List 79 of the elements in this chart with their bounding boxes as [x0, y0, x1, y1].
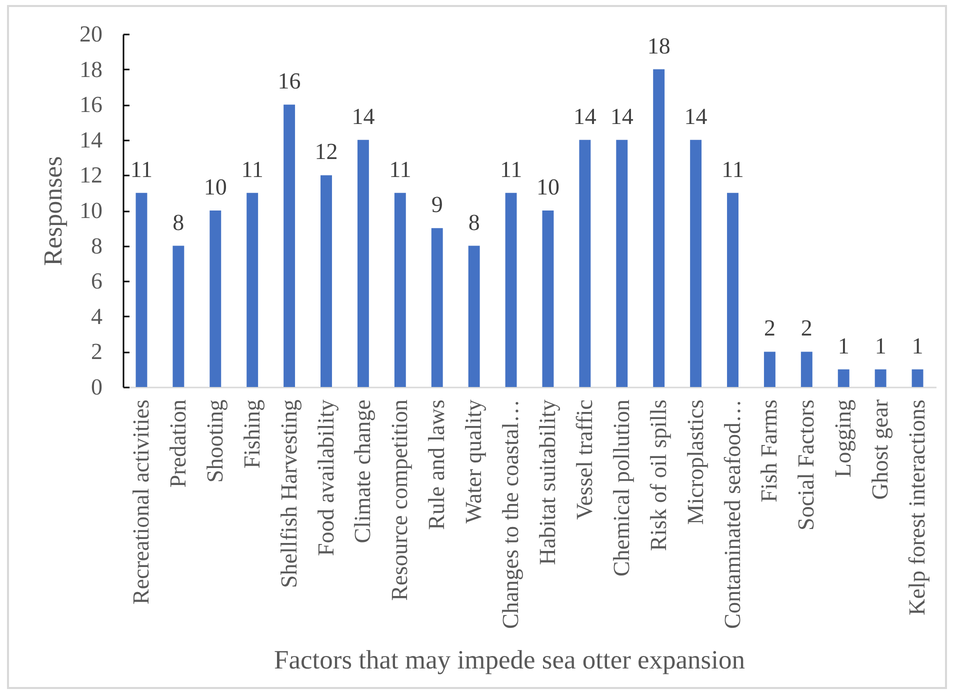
bar: [394, 192, 406, 387]
x-axis-title: Factors that may impede sea otter expansion: [274, 644, 745, 674]
bar: [431, 228, 443, 387]
data-label: 18: [647, 33, 670, 58]
x-tick-label: Ghost gear: [868, 399, 893, 500]
bar: [284, 104, 296, 387]
bar: [838, 369, 850, 387]
y-tick-label: 8: [91, 233, 102, 258]
x-tick-label: Habitat suitability: [534, 399, 560, 565]
x-tick-label: Social Factors: [794, 399, 819, 530]
x-tick-label: Microplastics: [682, 399, 708, 525]
x-tick-label: Logging: [830, 399, 856, 478]
bar: [468, 246, 480, 387]
bar: [172, 246, 184, 387]
x-tick-label: Contaminated seafood…: [720, 400, 745, 629]
bar: [616, 140, 628, 387]
bar: [727, 192, 738, 387]
x-tick-label: Rule and laws: [424, 399, 450, 530]
data-label: 11: [722, 156, 744, 182]
data-label: 8: [468, 210, 480, 235]
y-tick-label: 14: [80, 127, 103, 152]
bar: [690, 140, 702, 387]
data-label: 16: [278, 68, 301, 94]
data-label: 12: [314, 139, 338, 164]
x-tick-label: Changes to the coastal…: [498, 400, 524, 629]
x-tick-label: Climate change: [350, 400, 376, 544]
data-label: 1: [912, 333, 924, 358]
x-tick-label: Shooting: [202, 399, 228, 483]
x-tick-label: Kelp forest interactions: [904, 399, 930, 616]
data-label: 11: [241, 156, 264, 182]
bar: [320, 175, 332, 387]
x-tick-label: Food availability: [313, 399, 338, 556]
x-tick-label: Risk of oil spills: [646, 399, 671, 551]
x-tick-label: Water quality: [461, 399, 486, 524]
y-tick-label: 20: [80, 22, 102, 46]
data-label: 1: [874, 333, 886, 358]
data-label: 2: [800, 316, 812, 341]
bar: [653, 69, 665, 387]
data-label: 14: [610, 104, 634, 129]
bar: [246, 192, 258, 387]
data-label: 2: [764, 316, 776, 341]
y-tick-label: 4: [91, 304, 103, 329]
x-tick-label: Chemical pollution: [608, 399, 634, 576]
bar: [874, 369, 886, 387]
y-tick-label: 12: [80, 162, 102, 188]
data-label: 1: [838, 333, 850, 358]
y-tick-label: 16: [80, 92, 102, 118]
data-label: 11: [130, 156, 153, 182]
bar: [136, 192, 148, 387]
data-label: 9: [431, 192, 443, 218]
data-label: 14: [352, 104, 376, 129]
data-label: 8: [172, 210, 184, 235]
x-tick-label: Recreational activities: [128, 399, 154, 604]
data-label: 11: [389, 156, 412, 182]
data-label: 14: [573, 104, 597, 129]
data-label: 10: [536, 174, 560, 200]
data-label: 14: [684, 104, 708, 129]
bar: [579, 140, 591, 387]
bar: [210, 210, 222, 387]
bar: [542, 210, 554, 387]
bar: [357, 140, 369, 387]
x-tick-label: Predation: [165, 399, 190, 488]
bar: [912, 369, 924, 387]
y-tick-label: 10: [80, 198, 102, 223]
y-tick-label: 2: [91, 339, 102, 364]
y-tick-label: 0: [91, 374, 102, 400]
x-tick-label: Fish Farms: [756, 399, 782, 502]
bar: [505, 192, 517, 387]
y-axis-title: Responses: [38, 156, 68, 266]
data-label: 10: [204, 174, 227, 200]
x-tick-label: Shellfish Harvesting: [276, 399, 302, 588]
x-tick-label: Fishing: [239, 399, 264, 469]
y-tick-label: 6: [91, 268, 102, 294]
x-tick-label: Vessel traffic: [572, 400, 597, 520]
data-label: 11: [500, 156, 522, 182]
x-tick-label: Resource competition: [387, 399, 412, 601]
bar: [764, 352, 776, 387]
bar: [800, 352, 812, 387]
y-tick-label: 18: [80, 56, 102, 82]
